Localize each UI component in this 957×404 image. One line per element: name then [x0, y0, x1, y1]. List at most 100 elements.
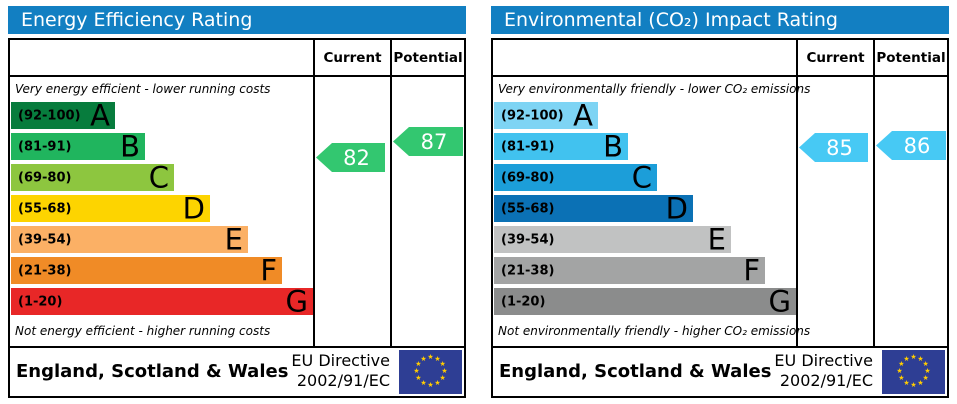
divider: [313, 40, 315, 346]
eu-star-icon: ★: [917, 354, 924, 363]
eu-star-icon: ★: [903, 379, 910, 388]
band-range: (39-54): [18, 232, 72, 247]
table-footer: England, Scotland & Wales EU Directive 2…: [10, 346, 464, 396]
current-arrow: 85: [799, 133, 868, 162]
panel-title: Environmental (CO₂) Impact Rating: [491, 6, 949, 34]
band-range: (81-91): [501, 139, 555, 154]
eu-star-icon: ★: [910, 381, 917, 389]
eu-star-icon: ★: [924, 367, 931, 375]
epc-panel: Environmental (CO₂) Impact Rating Curren…: [491, 6, 949, 398]
current-column-header: Current: [806, 49, 865, 66]
panel-title: Energy Efficiency Rating: [8, 6, 466, 34]
region-label: England, Scotland & Wales: [499, 360, 772, 382]
bands-scale: (92-100) A (81-91) B (69-80) C (55-68) D…: [494, 98, 796, 318]
potential-arrow: 87: [393, 127, 463, 156]
band-letter: F: [743, 253, 760, 287]
current-column-header: Current: [323, 49, 382, 66]
eu-star-icon: ★: [439, 360, 446, 368]
eu-star-icon: ★: [415, 374, 422, 382]
divider: [390, 40, 392, 346]
eu-star-icon: ★: [434, 354, 441, 363]
potential-rating-value: 87: [420, 129, 448, 154]
band-range: (92-100): [501, 108, 564, 123]
eu-directive-label: EU Directive 2002/91/EC: [291, 351, 390, 390]
band-letter: C: [148, 160, 169, 194]
eu-star-icon: ★: [922, 374, 929, 382]
rating-band: (39-54) E: [494, 222, 731, 256]
rating-band: (55-68) D: [494, 191, 693, 225]
eu-flag: ★ ★ ★ ★ ★ ★ ★ ★ ★ ★ ★ ★: [882, 350, 945, 394]
band-range: (69-80): [501, 170, 555, 185]
rating-band: (92-100) A: [11, 101, 115, 130]
band-range: (69-80): [18, 170, 72, 185]
potential-column-header: Potential: [393, 49, 463, 66]
band-range: (81-91): [18, 139, 72, 154]
band-letter: F: [260, 253, 277, 287]
current-rating-value: 85: [826, 135, 853, 160]
rating-band: (92-100) A: [494, 98, 598, 132]
band-range: (92-100): [18, 108, 81, 123]
bottom-note: Not environmentally friendly - higher CO…: [498, 324, 811, 338]
eu-star-icon: ★: [413, 367, 420, 375]
band-letter: D: [182, 191, 205, 225]
eu-flag: ★ ★ ★ ★ ★ ★ ★ ★ ★ ★ ★ ★: [399, 350, 462, 394]
band-range: (1-20): [18, 294, 63, 309]
bottom-note: Not energy efficient - higher running co…: [15, 324, 271, 338]
band-letter: E: [707, 222, 726, 256]
eu-star-icon: ★: [427, 353, 434, 361]
current-rating-value: 82: [343, 145, 370, 170]
divider: [493, 75, 947, 77]
band-letter: D: [665, 191, 688, 225]
rating-band: (81-91) B: [494, 129, 628, 163]
top-note: Very environmentally friendly - lower CO…: [498, 82, 811, 96]
band-range: (39-54): [501, 232, 555, 247]
eu-star-icon: ★: [898, 374, 905, 382]
eu-star-icon: ★: [415, 360, 422, 368]
band-letter: C: [631, 160, 652, 194]
top-note: Very energy efficient - lower running co…: [15, 82, 271, 96]
band-letter: G: [285, 284, 308, 318]
band-range: (21-38): [18, 263, 72, 278]
eu-star-icon: ★: [441, 367, 448, 375]
rating-band: (21-38) F: [11, 253, 282, 287]
current-arrow: 82: [316, 143, 385, 172]
band-range: (55-68): [501, 201, 555, 216]
divider: [796, 40, 798, 346]
eu-star-icon: ★: [922, 360, 929, 368]
eu-star-icon: ★: [427, 381, 434, 389]
band-letter: A: [573, 98, 593, 132]
potential-rating-value: 86: [903, 133, 931, 158]
potential-column-header: Potential: [876, 49, 946, 66]
band-range: (21-38): [501, 263, 555, 278]
eu-star-icon: ★: [439, 374, 446, 382]
potential-arrow: 86: [876, 131, 946, 160]
divider: [873, 40, 875, 346]
divider: [10, 75, 464, 77]
band-letter: B: [603, 129, 623, 163]
band-range: (1-20): [501, 294, 546, 309]
eu-star-icon: ★: [420, 354, 427, 363]
band-letter: E: [224, 222, 243, 256]
rating-band: (1-20) G: [494, 284, 796, 318]
rating-band: (69-80) C: [11, 160, 174, 194]
table-footer: England, Scotland & Wales EU Directive 2…: [493, 346, 947, 396]
eu-star-icon: ★: [910, 353, 917, 361]
epc-panel: Energy Efficiency Rating Current Potenti…: [8, 6, 466, 398]
rating-band: (55-68) D: [11, 191, 210, 225]
rating-table: Current Potential Very environmentally f…: [491, 38, 949, 398]
eu-star-icon: ★: [420, 379, 427, 388]
band-letter: B: [120, 129, 140, 163]
rating-band: (69-80) C: [494, 160, 657, 194]
rating-band: (81-91) B: [11, 129, 145, 163]
eu-directive-label: EU Directive 2002/91/EC: [774, 351, 873, 390]
rating-band: (21-38) F: [494, 253, 765, 287]
rating-band: (39-54) E: [11, 222, 248, 256]
eu-star-icon: ★: [898, 360, 905, 368]
region-label: England, Scotland & Wales: [16, 360, 289, 382]
rating-table: Current Potential Very energy efficient …: [8, 38, 466, 398]
band-range: (55-68): [18, 201, 72, 216]
band-letter: G: [768, 284, 791, 318]
rating-band: (1-20) G: [11, 284, 313, 318]
eu-star-icon: ★: [896, 367, 903, 375]
eu-star-icon: ★: [917, 379, 924, 388]
